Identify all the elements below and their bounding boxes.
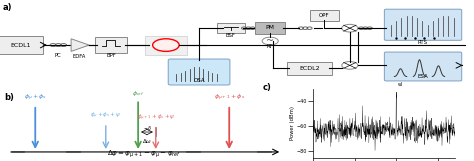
FancyBboxPatch shape (217, 23, 245, 33)
FancyBboxPatch shape (384, 9, 462, 40)
FancyBboxPatch shape (255, 22, 285, 34)
Polygon shape (71, 39, 89, 51)
Text: wl: wl (398, 82, 403, 87)
Text: RF: RF (267, 44, 273, 49)
Circle shape (153, 39, 179, 51)
Text: ~: ~ (266, 36, 274, 46)
Text: OSA: OSA (193, 78, 205, 83)
Text: RTS: RTS (418, 40, 428, 45)
Text: EDFA: EDFA (73, 54, 86, 59)
FancyBboxPatch shape (0, 36, 43, 54)
Text: $\Delta\omega$: $\Delta\omega$ (142, 137, 152, 145)
Text: BPF: BPF (106, 53, 116, 58)
FancyBboxPatch shape (287, 62, 332, 75)
Text: b): b) (4, 93, 14, 102)
Text: $\phi_\mu + \phi_s$: $\phi_\mu + \phi_s$ (24, 93, 47, 103)
FancyBboxPatch shape (145, 36, 187, 55)
Text: $\phi_{\mu+1} + \phi_s$: $\phi_{\mu+1} + \phi_s$ (214, 93, 245, 103)
Text: OPF: OPF (319, 13, 329, 18)
Text: ECDL2: ECDL2 (299, 66, 319, 71)
Text: BSF: BSF (226, 33, 236, 38)
Text: ECDL1: ECDL1 (10, 43, 30, 48)
Text: $\phi_{ref}$: $\phi_{ref}$ (132, 89, 145, 98)
Circle shape (342, 62, 358, 69)
Text: $\Delta\varphi = \varphi_{\mu+1} - \varphi_\mu - \varphi_{ref}$: $\Delta\varphi = \varphi_{\mu+1} - \varp… (107, 148, 181, 160)
Text: PC: PC (55, 53, 61, 58)
Y-axis label: Power (dBm): Power (dBm) (290, 106, 295, 140)
Circle shape (262, 37, 278, 45)
Text: ESA: ESA (418, 74, 428, 79)
FancyBboxPatch shape (310, 10, 339, 21)
Text: $\phi_\mu + \phi_s + \psi$: $\phi_\mu + \phi_s + \psi$ (90, 111, 121, 121)
Text: $\phi_{\mu+1} + \phi_s + \psi$: $\phi_{\mu+1} + \phi_s + \psi$ (137, 113, 175, 123)
Text: $-\delta$: $-\delta$ (143, 124, 151, 132)
Text: c): c) (263, 83, 272, 92)
Text: PM: PM (265, 25, 274, 30)
FancyBboxPatch shape (95, 37, 127, 53)
FancyBboxPatch shape (168, 59, 230, 85)
Text: a): a) (2, 3, 12, 12)
FancyBboxPatch shape (384, 52, 462, 81)
Circle shape (342, 24, 358, 32)
